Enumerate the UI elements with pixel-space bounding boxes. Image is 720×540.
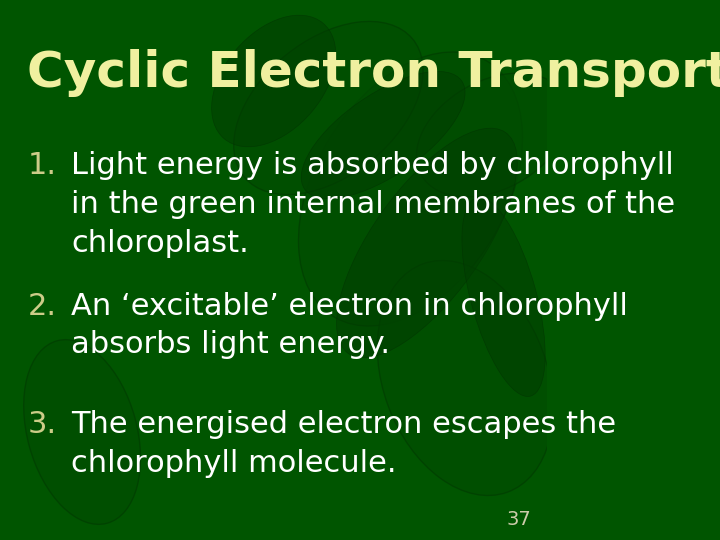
Text: Light energy is absorbed by chlorophyll: Light energy is absorbed by chlorophyll xyxy=(71,151,674,180)
Text: Cyclic Electron Transport: Cyclic Electron Transport xyxy=(27,49,720,97)
Text: chloroplast.: chloroplast. xyxy=(71,229,249,258)
Ellipse shape xyxy=(212,15,336,147)
Text: chlorophyll molecule.: chlorophyll molecule. xyxy=(71,449,397,478)
Ellipse shape xyxy=(301,71,465,199)
Text: absorbs light energy.: absorbs light energy. xyxy=(71,330,390,360)
Ellipse shape xyxy=(299,52,523,326)
Text: in the green internal membranes of the: in the green internal membranes of the xyxy=(71,190,675,219)
Ellipse shape xyxy=(462,198,545,396)
Text: 1.: 1. xyxy=(27,151,56,180)
Text: 3.: 3. xyxy=(27,410,56,440)
Ellipse shape xyxy=(24,340,140,524)
Ellipse shape xyxy=(336,128,518,358)
Ellipse shape xyxy=(416,73,569,197)
Text: 37: 37 xyxy=(506,510,531,529)
Ellipse shape xyxy=(377,260,553,496)
Text: 2.: 2. xyxy=(27,292,56,321)
Text: The energised electron escapes the: The energised electron escapes the xyxy=(71,410,616,440)
Ellipse shape xyxy=(234,22,423,194)
Text: An ‘excitable’ electron in chlorophyll: An ‘excitable’ electron in chlorophyll xyxy=(71,292,628,321)
